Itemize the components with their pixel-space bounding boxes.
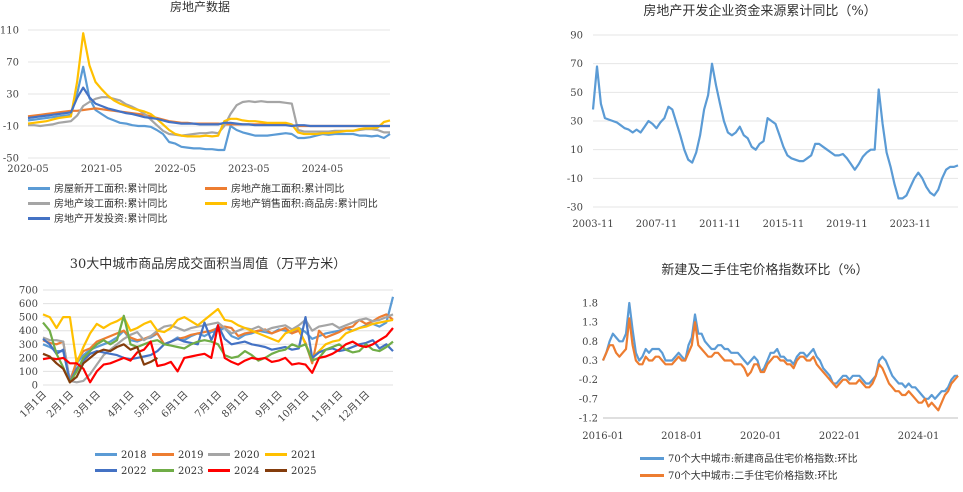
chart-title: 房地产开发企业资金来源累计同比（%） bbox=[643, 3, 876, 19]
legend-label: 2021 bbox=[291, 450, 316, 461]
series-line bbox=[42, 314, 394, 384]
y-tick-label: -10 bbox=[3, 122, 19, 133]
y-tick-label: 1.3 bbox=[582, 318, 598, 329]
y-tick-label: 70 bbox=[570, 59, 583, 70]
x-tick-label: 2020-05 bbox=[7, 164, 49, 175]
y-tick-label: 1.8 bbox=[582, 299, 598, 310]
chart-title: 新建及二手住宅价格指数环比（%） bbox=[661, 262, 868, 278]
y-tick-label: -10 bbox=[567, 174, 583, 185]
y-tick-label: 30 bbox=[570, 117, 583, 128]
series-line bbox=[42, 343, 158, 384]
y-tick-label: 10 bbox=[570, 145, 583, 156]
x-tick-label: 2022-01 bbox=[819, 431, 861, 442]
chart-30-cities-weekly-sales: 30大中城市商品房成交面积当周值（万平方米） 700 600 500 400 300 20… bbox=[17, 256, 395, 477]
y-tick-label: 90 bbox=[570, 31, 583, 42]
y-tick-label: 500 bbox=[19, 313, 38, 324]
y-tick-label: -0.7 bbox=[579, 394, 598, 405]
x-tick-label: 5月1日 bbox=[132, 389, 164, 421]
series-line bbox=[42, 313, 394, 384]
y-tick-label: 400 bbox=[19, 326, 38, 337]
series-line bbox=[27, 65, 391, 152]
legend-label: 2018 bbox=[121, 450, 146, 461]
legend-label: 2025 bbox=[291, 466, 316, 477]
series-line bbox=[601, 317, 959, 412]
y-tick-label: 30 bbox=[6, 90, 19, 101]
x-tick-label: 2016-01 bbox=[582, 431, 624, 442]
x-tick-label: 2020-01 bbox=[740, 431, 782, 442]
y-tick-label: 700 bbox=[19, 286, 38, 297]
y-tick-label: 0.3 bbox=[582, 356, 598, 367]
legend-label: 房地产开发投资:累计同比 bbox=[54, 212, 167, 225]
x-tick-label: 3月1日 bbox=[71, 389, 103, 421]
series-line bbox=[27, 32, 391, 138]
legend-label: 房地产销售面积:商品房:累计同比 bbox=[231, 197, 378, 210]
series-line bbox=[42, 324, 394, 384]
chart-housing-price-index-mom: 新建及二手住宅价格指数环比（%） 1.8 1.3 0.8 0.3 -0.2 -0.7 -1.… bbox=[579, 262, 959, 482]
legend-label: 2023 bbox=[178, 466, 203, 477]
legend-label: 2020 bbox=[234, 450, 259, 461]
legend-label: 房地产竣工面积:累计同比 bbox=[54, 197, 167, 210]
y-tick-label: 0 bbox=[32, 381, 38, 392]
x-tick-label: 2022-05 bbox=[154, 164, 196, 175]
legend-label: 70个大中城市:新建商品住宅价格指数:环比 bbox=[668, 452, 857, 465]
x-tick-label: 2015-11 bbox=[763, 219, 805, 230]
y-tick-label: -50 bbox=[3, 154, 19, 165]
x-tick-label: 2003-11 bbox=[572, 219, 614, 230]
x-tick-label: 2023-05 bbox=[228, 164, 270, 175]
x-tick-label: 2024-01 bbox=[898, 431, 940, 442]
y-tick-label: 300 bbox=[19, 340, 38, 351]
chart-funding-source-yoy: 房地产开发企业资金来源累计同比（%） 90 70 50 30 10 -10 -30 2003-… bbox=[567, 3, 959, 230]
legend-label: 房屋新开工面积:累计同比 bbox=[54, 182, 167, 195]
chart-title: 30大中城市商品房成交面积当周值（万平方米） bbox=[70, 256, 347, 272]
x-tick-label: 7月1日 bbox=[192, 389, 224, 421]
legend-label: 房地产施工面积:累计同比 bbox=[231, 182, 344, 195]
legend-label: 70个大中城市:二手住宅价格指数:环比 bbox=[668, 469, 837, 482]
x-tick-label: 2月1日 bbox=[44, 389, 76, 421]
series-line bbox=[28, 96, 390, 137]
x-tick-label: 2019-11 bbox=[826, 219, 868, 230]
x-tick-label: 2007-11 bbox=[636, 219, 678, 230]
series-line bbox=[42, 307, 394, 365]
x-tick-label: 2024-05 bbox=[302, 164, 344, 175]
y-tick-label: 110 bbox=[0, 26, 19, 37]
y-tick-label: 200 bbox=[19, 353, 38, 364]
x-tick-label: 8月1日 bbox=[219, 389, 251, 421]
y-tick-label: 100 bbox=[19, 367, 38, 378]
y-tick-label: -30 bbox=[567, 203, 583, 214]
legend-label: 2024 bbox=[234, 466, 259, 477]
x-tick-label: 2018-01 bbox=[661, 431, 703, 442]
series-line bbox=[601, 301, 958, 400]
legend-label: 2022 bbox=[121, 466, 146, 477]
x-tick-label: 2011-11 bbox=[699, 219, 741, 230]
x-tick-label: 1月1日 bbox=[17, 389, 49, 421]
x-tick-label: 6月1日 bbox=[159, 389, 191, 421]
y-tick-label: -1.2 bbox=[579, 414, 598, 425]
x-tick-label: 2023-11 bbox=[890, 219, 932, 230]
y-tick-label: 600 bbox=[19, 299, 38, 310]
y-tick-label: -0.2 bbox=[579, 375, 598, 386]
series-line bbox=[27, 86, 390, 128]
y-tick-label: 50 bbox=[570, 88, 583, 99]
y-tick-label: 0.8 bbox=[582, 337, 598, 348]
x-tick-label: 4月1日 bbox=[105, 389, 137, 421]
legend-label: 2019 bbox=[178, 450, 203, 461]
x-tick-label: 2021-05 bbox=[81, 164, 123, 175]
y-tick-label: 70 bbox=[6, 58, 19, 69]
chart-title: 房地产数据 bbox=[170, 0, 230, 14]
series-line bbox=[591, 62, 959, 200]
